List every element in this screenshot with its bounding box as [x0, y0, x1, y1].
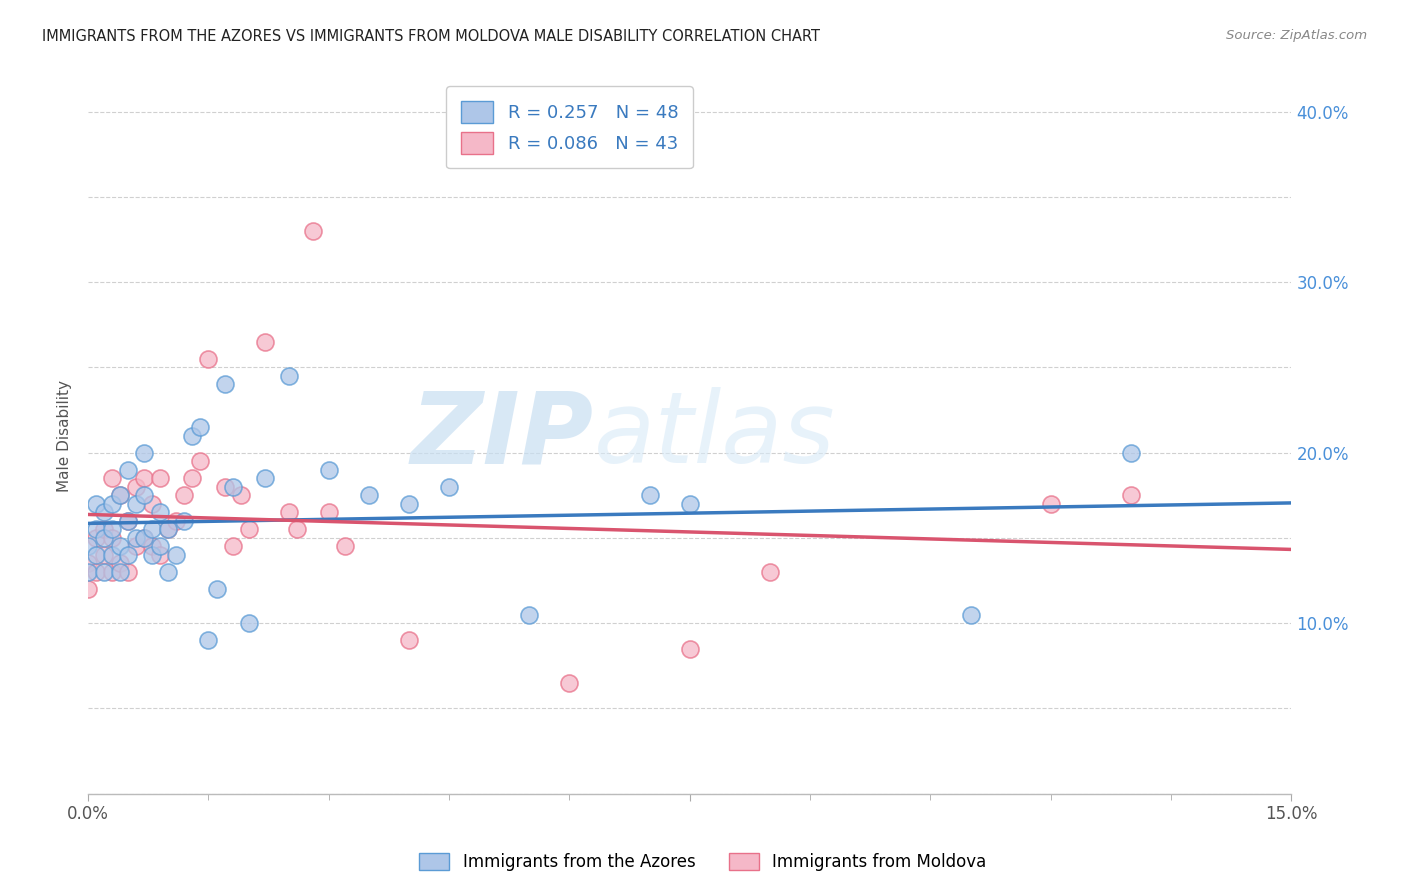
Point — [149, 471, 172, 485]
Point — [110, 540, 132, 554]
Point — [125, 531, 148, 545]
Point — [93, 505, 115, 519]
Point — [117, 514, 139, 528]
Point — [149, 548, 172, 562]
Point — [959, 607, 981, 622]
Point — [157, 565, 180, 579]
Point — [277, 505, 299, 519]
Point — [173, 514, 195, 528]
Point — [398, 497, 420, 511]
Point — [77, 582, 100, 596]
Point — [214, 377, 236, 392]
Point — [190, 454, 212, 468]
Point — [318, 505, 340, 519]
Point — [1039, 497, 1062, 511]
Point — [84, 565, 107, 579]
Point — [117, 548, 139, 562]
Point — [93, 565, 115, 579]
Point — [318, 463, 340, 477]
Point — [253, 471, 276, 485]
Point — [181, 428, 204, 442]
Point — [110, 557, 132, 571]
Legend: Immigrants from the Azores, Immigrants from Moldova: Immigrants from the Azores, Immigrants f… — [411, 845, 995, 880]
Point — [134, 471, 156, 485]
Text: atlas: atlas — [593, 387, 835, 484]
Point — [110, 565, 132, 579]
Point — [214, 480, 236, 494]
Point — [134, 531, 156, 545]
Legend: R = 0.257   N = 48, R = 0.086   N = 43: R = 0.257 N = 48, R = 0.086 N = 43 — [446, 87, 693, 169]
Point — [101, 471, 124, 485]
Point — [134, 488, 156, 502]
Point — [125, 480, 148, 494]
Point — [277, 368, 299, 383]
Point — [84, 531, 107, 545]
Point — [173, 488, 195, 502]
Point — [253, 334, 276, 349]
Point — [205, 582, 228, 596]
Point — [679, 497, 702, 511]
Point — [229, 488, 252, 502]
Point — [357, 488, 380, 502]
Point — [759, 565, 782, 579]
Point — [141, 548, 163, 562]
Point — [197, 633, 219, 648]
Point — [101, 548, 124, 562]
Point — [238, 522, 260, 536]
Point — [141, 497, 163, 511]
Point — [558, 676, 581, 690]
Point — [221, 540, 243, 554]
Point — [333, 540, 356, 554]
Point — [157, 522, 180, 536]
Point — [101, 531, 124, 545]
Point — [165, 548, 187, 562]
Point — [519, 607, 541, 622]
Point — [77, 557, 100, 571]
Point — [221, 480, 243, 494]
Point — [638, 488, 661, 502]
Point — [157, 522, 180, 536]
Point — [117, 565, 139, 579]
Point — [134, 445, 156, 459]
Point — [84, 548, 107, 562]
Point — [84, 497, 107, 511]
Point — [101, 522, 124, 536]
Point — [285, 522, 308, 536]
Point — [437, 480, 460, 494]
Point — [1119, 488, 1142, 502]
Point — [301, 224, 323, 238]
Text: IMMIGRANTS FROM THE AZORES VS IMMIGRANTS FROM MOLDOVA MALE DISABILITY CORRELATIO: IMMIGRANTS FROM THE AZORES VS IMMIGRANTS… — [42, 29, 820, 44]
Point — [101, 497, 124, 511]
Text: ZIP: ZIP — [411, 387, 593, 484]
Point — [181, 471, 204, 485]
Point — [134, 531, 156, 545]
Point — [197, 351, 219, 366]
Point — [110, 488, 132, 502]
Point — [93, 522, 115, 536]
Point — [141, 540, 163, 554]
Point — [125, 497, 148, 511]
Point — [84, 522, 107, 536]
Point — [77, 565, 100, 579]
Point — [125, 540, 148, 554]
Point — [110, 488, 132, 502]
Point — [93, 548, 115, 562]
Point — [93, 531, 115, 545]
Text: Source: ZipAtlas.com: Source: ZipAtlas.com — [1226, 29, 1367, 42]
Point — [1119, 445, 1142, 459]
Point — [117, 514, 139, 528]
Point — [238, 616, 260, 631]
Point — [149, 505, 172, 519]
Point — [190, 420, 212, 434]
Point — [141, 522, 163, 536]
Point — [165, 514, 187, 528]
Point — [77, 540, 100, 554]
Point — [679, 641, 702, 656]
Y-axis label: Male Disability: Male Disability — [58, 380, 72, 491]
Point — [398, 633, 420, 648]
Point — [149, 540, 172, 554]
Point — [101, 565, 124, 579]
Point — [117, 463, 139, 477]
